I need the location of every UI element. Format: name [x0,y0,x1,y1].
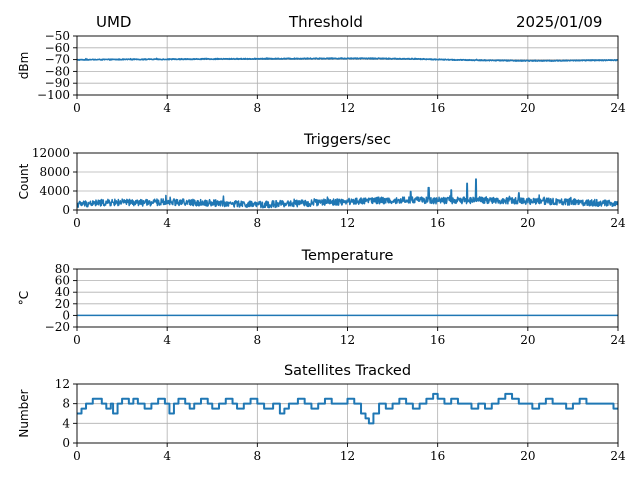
y-tick-label: 12 [55,377,70,391]
series-line [77,57,618,62]
y-tick-label: 80 [55,262,70,276]
site-label: UMD [96,13,132,31]
page-title: Threshold [289,13,363,31]
x-tick-label: 0 [73,101,81,115]
date-label: 2025/01/09 [516,13,603,31]
y-axis-label: dBm [17,52,31,80]
y-tick-label: −100 [37,88,70,102]
y-tick-label: 20 [55,297,70,311]
x-tick-label: 12 [340,216,355,230]
y-tick-label: 40 [55,285,70,299]
series-line [77,178,618,209]
y-axis-label: °C [17,291,31,305]
chart-title: Temperature [301,248,394,264]
chart-title: Satellites Tracked [284,363,411,379]
y-tick-label: −90 [45,76,70,90]
x-tick-label: 0 [73,216,81,230]
chart-title: Triggers/sec [303,132,391,148]
x-tick-label: 24 [610,333,626,347]
y-tick-label: 4 [62,416,70,430]
y-tick-label: −50 [45,29,70,43]
y-axis-label: Count [17,163,31,199]
x-tick-label: 8 [254,333,262,347]
x-tick-label: 4 [163,449,171,463]
x-tick-label: 16 [430,333,445,347]
x-tick-label: 12 [340,449,355,463]
y-tick-label: 8000 [39,165,70,179]
x-tick-label: 20 [520,449,535,463]
x-tick-label: 8 [254,101,262,115]
y-tick-label: 4000 [39,184,70,198]
y-tick-label: 12000 [32,146,70,160]
x-tick-label: 8 [254,216,262,230]
x-tick-label: 16 [430,216,445,230]
x-tick-label: 0 [73,449,81,463]
x-tick-label: 4 [163,101,171,115]
y-tick-label: 0 [62,203,70,217]
y-tick-label: 0 [62,436,70,450]
x-tick-label: 12 [340,101,355,115]
x-tick-label: 16 [430,449,445,463]
x-tick-label: 24 [610,101,626,115]
x-tick-label: 4 [163,333,171,347]
x-tick-label: 8 [254,449,262,463]
y-tick-label: −20 [45,320,70,334]
x-tick-label: 12 [340,333,355,347]
y-tick-label: −60 [45,41,70,55]
y-tick-label: −80 [45,64,70,78]
x-tick-label: 24 [610,216,626,230]
x-tick-label: 20 [520,216,535,230]
y-tick-label: −70 [45,53,70,67]
series-line [77,392,618,425]
y-tick-label: 0 [62,308,70,322]
y-tick-label: 8 [62,397,70,411]
x-tick-label: 0 [73,333,81,347]
x-tick-label: 20 [520,333,535,347]
y-tick-label: 60 [55,274,70,288]
x-tick-label: 4 [163,216,171,230]
x-tick-label: 24 [610,449,626,463]
y-axis-label: Number [17,389,31,437]
x-tick-label: 16 [430,101,445,115]
x-tick-label: 20 [520,101,535,115]
